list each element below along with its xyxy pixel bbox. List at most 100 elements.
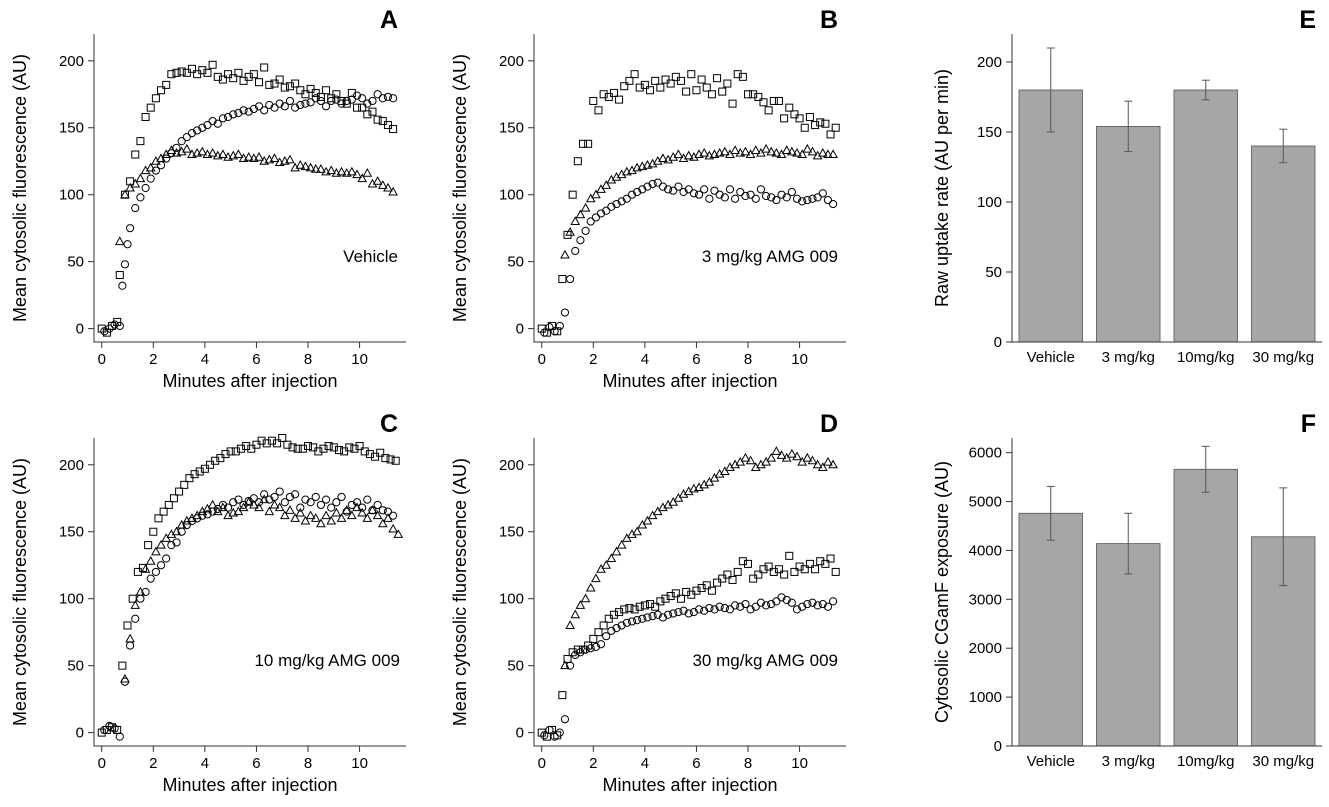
data-point	[612, 199, 621, 209]
y-axis-label: Mean cytosolic fluorescence (AU)	[10, 54, 30, 322]
data-point	[291, 490, 300, 499]
data-point	[565, 620, 575, 629]
data-point	[540, 328, 549, 337]
data-point	[260, 490, 269, 499]
x-tick-label: 4	[641, 351, 649, 368]
data-point	[661, 75, 670, 84]
panel-c: 0 50 100 150 200 0 2 4 6 8 10 Minutes after injecti…	[10, 410, 406, 795]
data-point	[800, 123, 809, 132]
y-tick-label: 0	[516, 725, 524, 742]
data-point	[133, 567, 142, 576]
data-point	[764, 106, 773, 115]
y-tick-label: 4000	[969, 542, 1002, 559]
data-point	[615, 95, 624, 104]
data-point	[710, 605, 719, 614]
panel-b: 0 50 100 150 200 0 2 4 6 8 10 Minutes after injecti…	[450, 6, 846, 391]
data-point	[200, 464, 209, 473]
data-point	[265, 80, 274, 89]
data-point	[115, 271, 124, 280]
data-point	[692, 586, 701, 595]
y-tick-label: 50	[507, 658, 524, 675]
data-point	[296, 86, 305, 95]
data-point	[314, 447, 323, 456]
y-tick-label: 200	[977, 54, 1002, 71]
data-point	[676, 76, 685, 85]
data-point	[785, 103, 794, 112]
data-point	[589, 634, 598, 643]
data-point	[115, 732, 124, 741]
data-point	[792, 451, 802, 461]
data-point	[358, 94, 367, 103]
data-point	[553, 327, 562, 336]
data-point	[383, 92, 393, 102]
data-point	[236, 444, 245, 453]
bar	[1173, 89, 1238, 343]
data-point	[159, 507, 168, 516]
data-point	[213, 119, 222, 128]
data-point	[781, 145, 792, 155]
data-point	[218, 75, 227, 84]
data-point	[596, 640, 606, 649]
data-point	[334, 446, 343, 455]
data-point	[772, 597, 781, 606]
data-point	[738, 557, 747, 566]
bar	[1173, 468, 1238, 747]
data-point	[167, 70, 176, 79]
x-tick-label: 6	[692, 755, 700, 772]
data-point	[599, 90, 608, 99]
data-point	[347, 95, 356, 104]
data-point	[352, 498, 362, 507]
data-point	[105, 721, 114, 731]
data-point	[249, 70, 258, 79]
data-point	[352, 91, 362, 100]
data-point	[115, 321, 124, 331]
data-point	[643, 613, 652, 622]
x-tick-label: 0	[98, 755, 106, 772]
data-point	[311, 492, 320, 502]
data-point	[702, 581, 711, 590]
x-tick-label: 4	[641, 755, 649, 772]
data-point	[736, 187, 745, 197]
data-point	[146, 103, 155, 112]
data-point	[291, 79, 300, 88]
data-point	[558, 275, 567, 284]
data-point	[669, 186, 678, 195]
data-point	[725, 605, 735, 614]
data-point	[749, 90, 758, 99]
data-point	[138, 563, 147, 572]
data-point	[723, 79, 732, 88]
data-point	[197, 146, 208, 156]
data-point	[377, 180, 388, 189]
data-point	[767, 193, 776, 202]
data-point	[766, 452, 777, 462]
data-point	[260, 63, 269, 72]
data-point	[756, 185, 766, 194]
data-point	[275, 487, 284, 496]
y-axis-label: Mean cytosolic fluorescence (AU)	[450, 54, 470, 322]
data-point	[363, 495, 372, 504]
data-point	[332, 90, 341, 99]
y-tick-label: 150	[499, 524, 524, 541]
data-point	[792, 605, 802, 614]
data-point	[558, 691, 567, 700]
panel-letter: E	[1299, 6, 1316, 34]
data-point	[105, 324, 114, 333]
data-point	[700, 606, 709, 615]
data-point	[226, 447, 235, 456]
data-point	[777, 190, 786, 199]
data-point	[285, 492, 295, 502]
data-point	[151, 546, 161, 556]
data-point	[643, 182, 652, 191]
data-point	[769, 96, 778, 105]
data-point	[216, 454, 225, 463]
data-point	[203, 68, 212, 77]
data-point	[802, 143, 813, 153]
panel-letter: D	[820, 410, 838, 438]
y-tick-label: 0	[76, 321, 84, 338]
data-point	[653, 610, 662, 619]
data-point	[383, 507, 393, 516]
series-square	[537, 70, 840, 337]
data-point	[599, 621, 608, 630]
y-tick-label: 50	[507, 254, 524, 271]
data-point	[342, 99, 351, 108]
